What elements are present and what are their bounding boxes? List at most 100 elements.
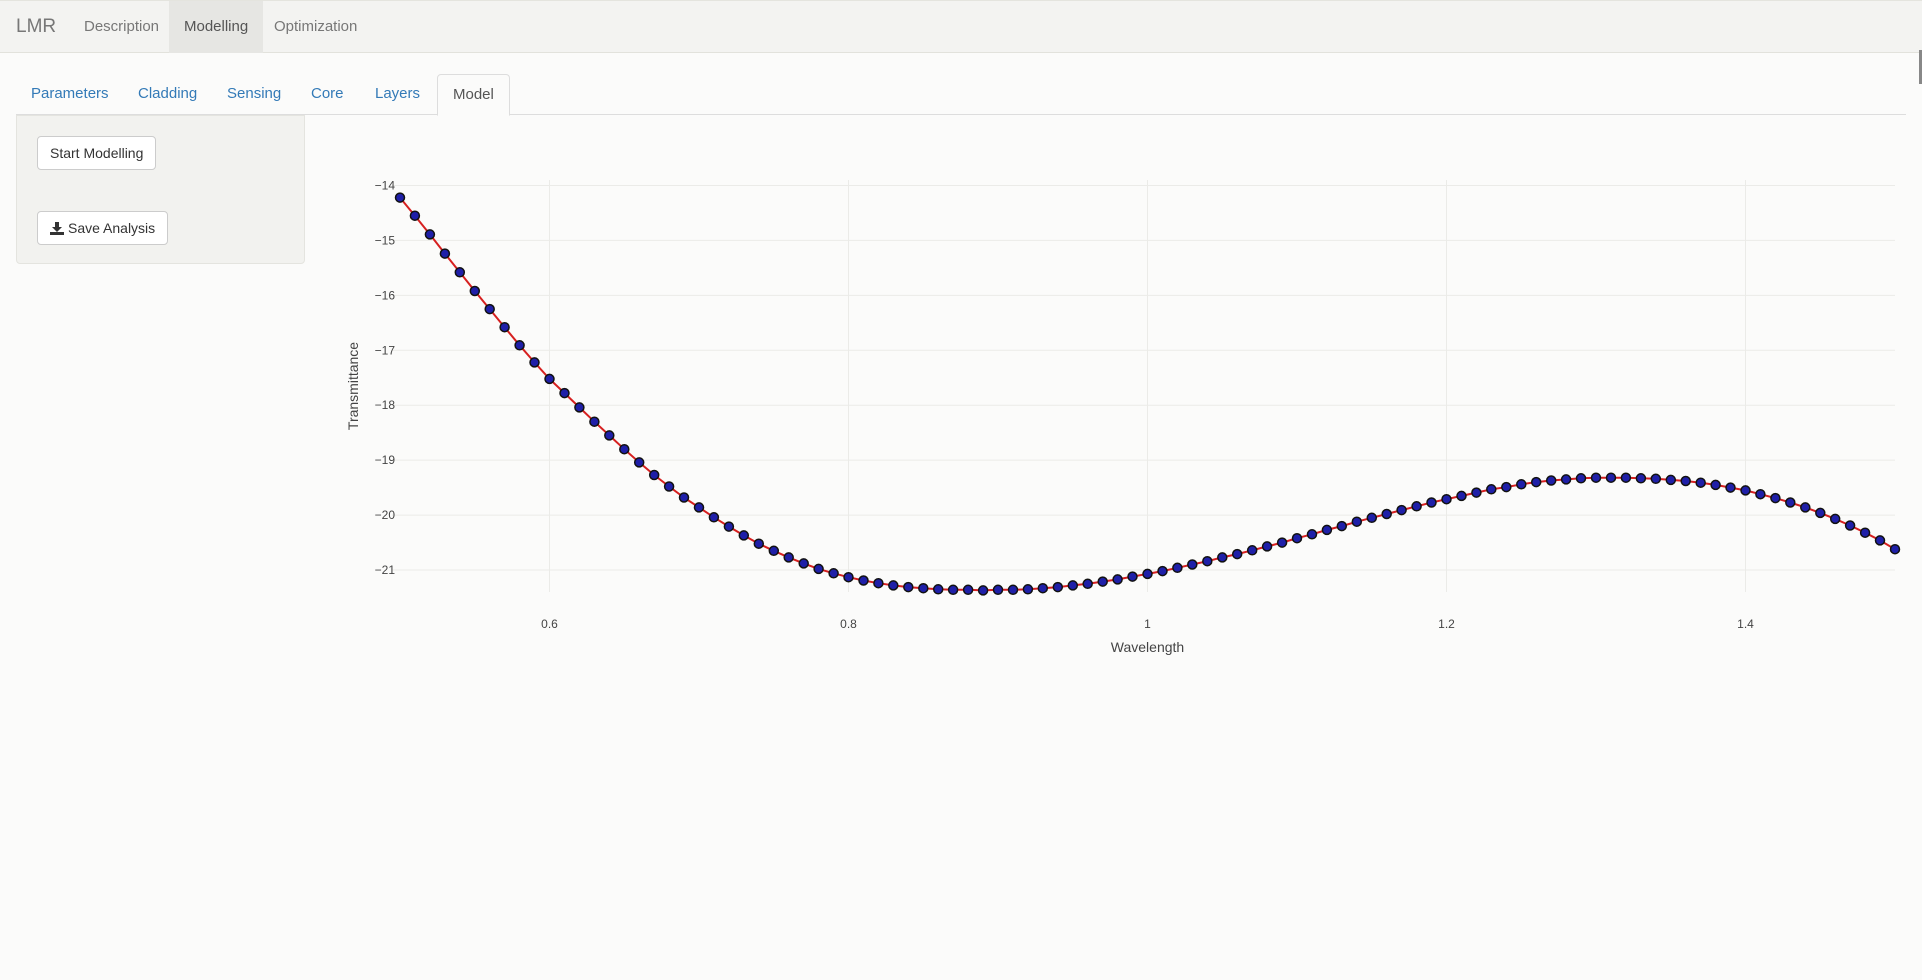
data-point[interactable] bbox=[693, 502, 705, 513]
start-modelling-button[interactable]: Start Modelling bbox=[37, 136, 157, 170]
data-point[interactable] bbox=[1037, 582, 1049, 594]
data-point[interactable] bbox=[589, 416, 600, 427]
data-point[interactable] bbox=[888, 580, 899, 591]
data-point[interactable] bbox=[1516, 479, 1527, 490]
data-point[interactable] bbox=[1650, 473, 1662, 485]
data-point[interactable] bbox=[1217, 552, 1228, 563]
data-point[interactable] bbox=[1321, 524, 1333, 536]
data-point[interactable] bbox=[962, 584, 974, 596]
data-point[interactable] bbox=[394, 192, 406, 203]
data-point[interactable] bbox=[633, 457, 645, 468]
data-point[interactable] bbox=[619, 443, 630, 455]
tab-parameters[interactable]: Parameters bbox=[31, 85, 109, 102]
data-point[interactable] bbox=[454, 267, 466, 278]
data-point[interactable] bbox=[708, 512, 720, 523]
data-point[interactable] bbox=[1575, 473, 1587, 484]
data-point[interactable] bbox=[1261, 541, 1273, 552]
data-point[interactable] bbox=[813, 563, 824, 575]
data-point[interactable] bbox=[753, 538, 765, 549]
data-point[interactable] bbox=[932, 584, 944, 595]
data-point[interactable] bbox=[439, 248, 451, 259]
tab-core[interactable]: Core bbox=[311, 85, 344, 102]
data-point[interactable] bbox=[1067, 580, 1079, 591]
data-point[interactable] bbox=[1695, 477, 1706, 488]
data-point[interactable] bbox=[484, 303, 495, 315]
data-point[interactable] bbox=[843, 571, 854, 583]
data-point[interactable] bbox=[424, 229, 436, 240]
data-point[interactable] bbox=[903, 581, 914, 593]
data-point[interactable] bbox=[1501, 481, 1512, 493]
data-point[interactable] bbox=[1844, 520, 1856, 531]
data-point[interactable] bbox=[1351, 516, 1363, 527]
data-point[interactable] bbox=[1486, 484, 1497, 495]
app-brand[interactable]: LMR bbox=[16, 16, 57, 37]
data-point[interactable] bbox=[1605, 472, 1617, 483]
data-point[interactable] bbox=[559, 387, 570, 399]
data-point[interactable] bbox=[1381, 508, 1392, 520]
data-point[interactable] bbox=[977, 585, 989, 596]
data-point[interactable] bbox=[678, 492, 690, 503]
data-point[interactable] bbox=[1172, 562, 1183, 574]
data-point[interactable] bbox=[1770, 492, 1781, 504]
data-point[interactable] bbox=[873, 577, 884, 589]
data-point[interactable] bbox=[1157, 565, 1168, 577]
data-point[interactable] bbox=[1052, 581, 1064, 593]
data-point[interactable] bbox=[514, 340, 525, 351]
data-point[interactable] bbox=[469, 285, 481, 297]
tab-cladding[interactable]: Cladding bbox=[138, 85, 198, 102]
data-point[interactable] bbox=[798, 558, 809, 569]
save-analysis-button[interactable]: Save Analysis bbox=[37, 211, 169, 245]
data-point[interactable] bbox=[1366, 512, 1378, 524]
data-point[interactable] bbox=[529, 357, 540, 368]
data-point[interactable] bbox=[1456, 490, 1467, 502]
data-point[interactable] bbox=[1231, 548, 1243, 560]
data-point[interactable] bbox=[1411, 501, 1422, 512]
data-point[interactable] bbox=[1710, 479, 1721, 491]
data-point[interactable] bbox=[1680, 475, 1691, 487]
data-point[interactable] bbox=[604, 430, 615, 441]
data-point[interactable] bbox=[1202, 555, 1213, 567]
data-point[interactable] bbox=[992, 584, 1004, 596]
data-point[interactable] bbox=[1396, 504, 1407, 516]
data-point[interactable] bbox=[723, 521, 735, 532]
data-point[interactable] bbox=[858, 575, 869, 586]
data-point[interactable] bbox=[1426, 497, 1437, 508]
data-point[interactable] bbox=[1127, 571, 1138, 582]
data-point[interactable] bbox=[1785, 497, 1796, 508]
data-point[interactable] bbox=[1725, 482, 1736, 493]
tab-sensing[interactable]: Sensing bbox=[227, 85, 282, 102]
data-point[interactable] bbox=[947, 584, 959, 596]
data-point[interactable] bbox=[918, 582, 929, 594]
data-point[interactable] bbox=[1306, 529, 1318, 540]
data-point[interactable] bbox=[1097, 576, 1108, 587]
data-point[interactable] bbox=[1530, 476, 1542, 488]
data-point[interactable] bbox=[1740, 485, 1751, 496]
data-point[interactable] bbox=[1859, 527, 1871, 538]
data-point[interactable] bbox=[409, 210, 421, 221]
data-point[interactable] bbox=[544, 373, 555, 385]
nav-item-description[interactable]: Description bbox=[84, 18, 160, 35]
data-point[interactable] bbox=[1112, 574, 1123, 585]
nav-item-modelling[interactable]: Modelling bbox=[169, 1, 264, 53]
data-point[interactable] bbox=[1471, 487, 1482, 498]
data-point[interactable] bbox=[828, 568, 839, 579]
data-point[interactable] bbox=[1082, 578, 1093, 590]
data-point[interactable] bbox=[1590, 472, 1602, 483]
data-point[interactable] bbox=[663, 481, 675, 492]
data-point[interactable] bbox=[1246, 545, 1258, 556]
data-point[interactable] bbox=[1291, 532, 1303, 544]
data-point[interactable] bbox=[1336, 520, 1348, 532]
tab-model[interactable]: Model bbox=[437, 74, 510, 116]
data-point[interactable] bbox=[1620, 472, 1632, 483]
data-point[interactable] bbox=[574, 402, 585, 413]
data-point[interactable] bbox=[1800, 502, 1811, 513]
nav-item-optimization[interactable]: Optimization bbox=[274, 18, 358, 35]
data-point[interactable] bbox=[499, 321, 510, 333]
data-point[interactable] bbox=[1665, 474, 1677, 486]
data-point[interactable] bbox=[648, 469, 660, 481]
data-point[interactable] bbox=[1276, 537, 1288, 548]
data-point[interactable] bbox=[1889, 543, 1901, 555]
data-point[interactable] bbox=[768, 545, 780, 557]
data-point[interactable] bbox=[1755, 488, 1766, 500]
data-point[interactable] bbox=[1187, 559, 1198, 570]
